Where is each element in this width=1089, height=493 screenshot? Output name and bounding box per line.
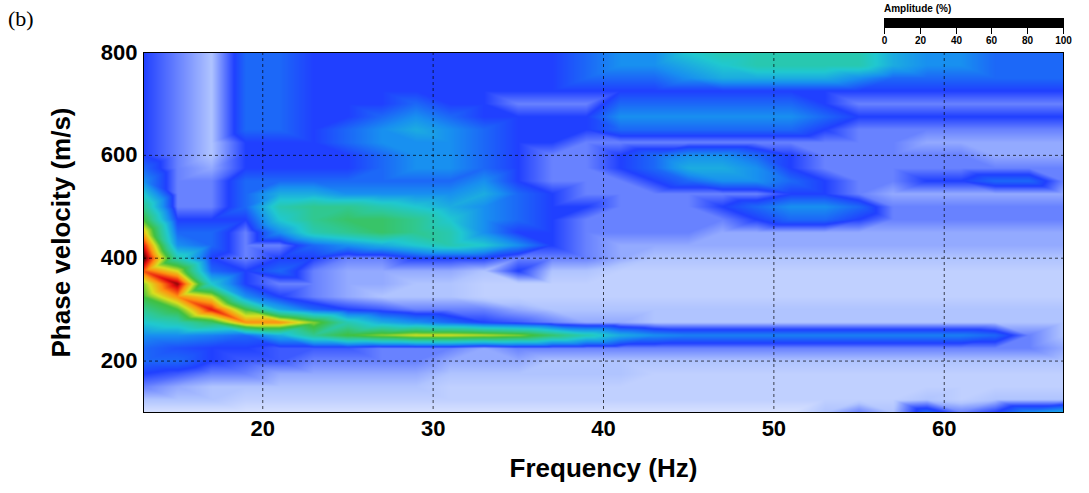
svg-text:200: 200 <box>101 348 138 373</box>
svg-text:Phase velocity (m/s): Phase velocity (m/s) <box>46 108 76 358</box>
svg-text:0: 0 <box>882 35 888 46</box>
svg-text:20: 20 <box>915 35 927 46</box>
svg-text:400: 400 <box>101 245 138 270</box>
html-text:(b): (b) <box>8 6 34 31</box>
svg-text:Frequency (Hz): Frequency (Hz) <box>510 453 698 483</box>
svg-text:40: 40 <box>591 416 615 441</box>
svg-text:60: 60 <box>986 35 998 46</box>
svg-text:50: 50 <box>762 416 786 441</box>
svg-text:30: 30 <box>421 416 445 441</box>
svg-text:60: 60 <box>932 416 956 441</box>
svg-text:80: 80 <box>1022 35 1034 46</box>
svg-text:800: 800 <box>101 40 138 65</box>
svg-text:100: 100 <box>1055 35 1072 46</box>
svg-text:Amplitude (%): Amplitude (%) <box>884 3 951 14</box>
svg-text:600: 600 <box>101 142 138 167</box>
svg-text:20: 20 <box>251 416 275 441</box>
svg-text:40: 40 <box>951 35 963 46</box>
